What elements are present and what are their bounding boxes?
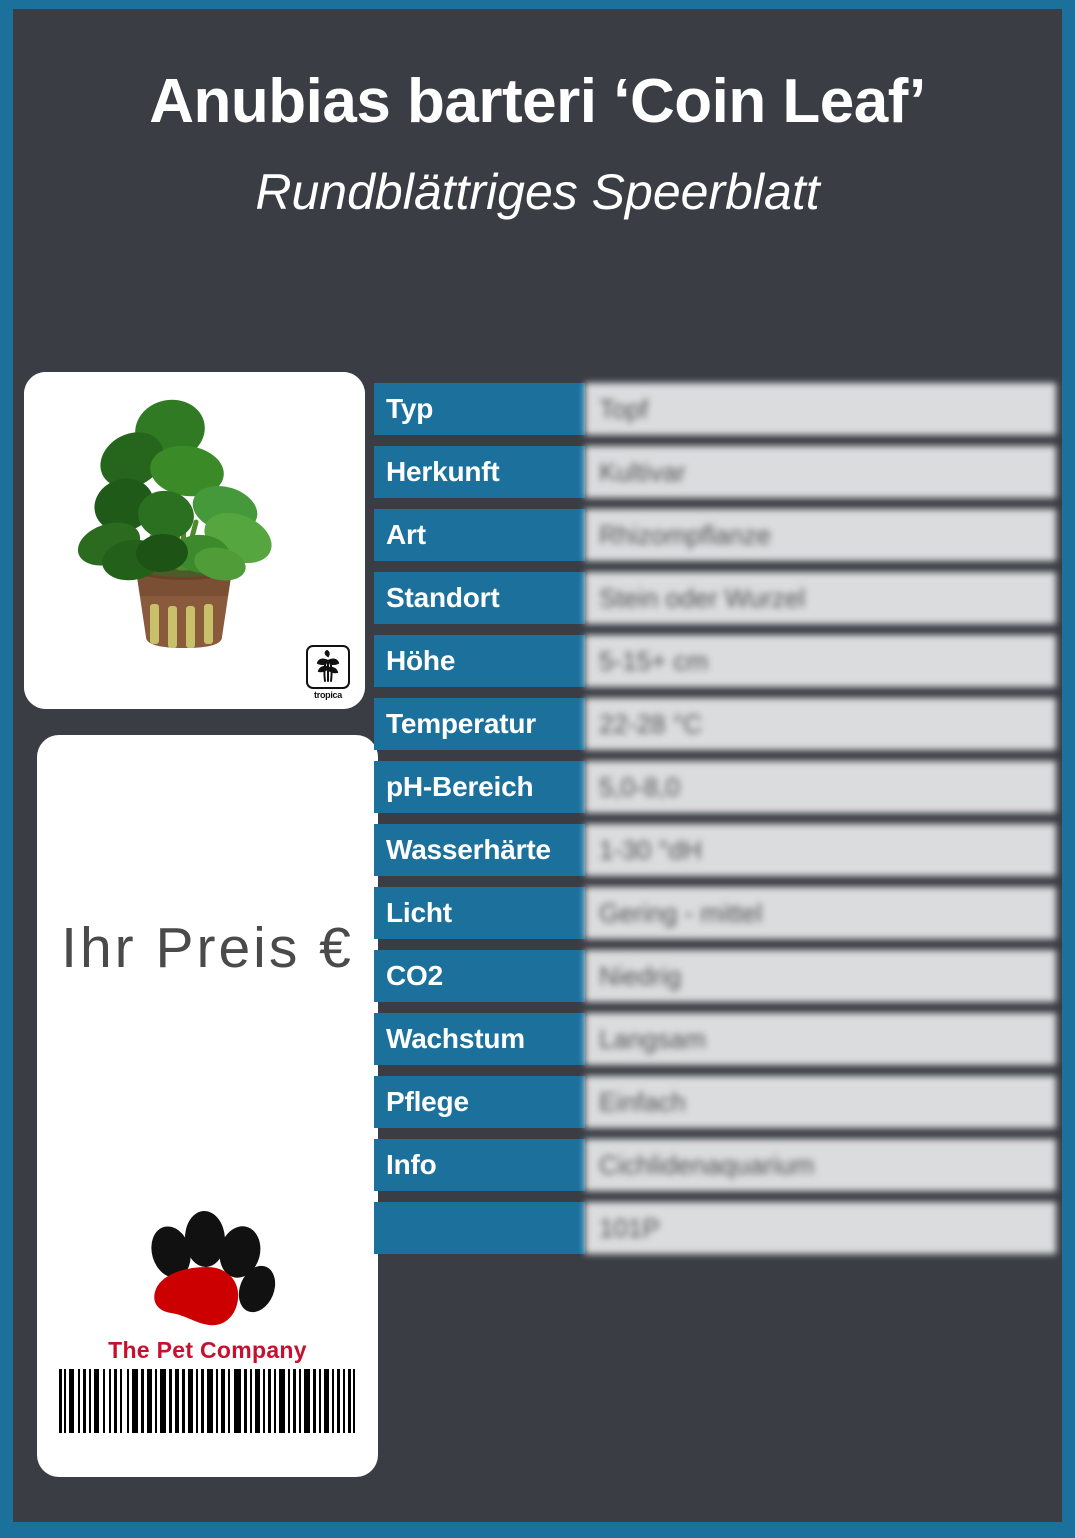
brand-block: The Pet Company (37, 1205, 378, 1364)
plant-photo-image (24, 372, 365, 709)
barcode (57, 1367, 357, 1435)
spec-label (374, 1202, 585, 1254)
paw-print-icon (150, 1211, 275, 1326)
plant-photo-card: tropica (24, 372, 365, 709)
spec-value: 22-28 °C (585, 698, 1056, 750)
spec-value: 5,0-8,0 (585, 761, 1056, 813)
price-label: Ihr Preis € (61, 916, 354, 980)
spec-label: Höhe (374, 635, 585, 687)
table-row: 101P (374, 1202, 1056, 1254)
spec-value: 1-30 °dH (585, 824, 1056, 876)
brand-name: The Pet Company (108, 1337, 307, 1363)
spec-label: Wachstum (374, 1013, 585, 1065)
tropica-wordmark: tropica (314, 690, 342, 700)
table-row: Höhe 5-15+ cm (374, 635, 1056, 687)
table-row: Art Rhizompflanze (374, 509, 1056, 561)
table-row: Licht Gering - mittel (374, 887, 1056, 939)
table-row: Temperatur 22-28 °C (374, 698, 1056, 750)
spec-label: Licht (374, 887, 585, 939)
table-row: Typ Topf (374, 383, 1056, 435)
spec-value: Cichlidenaquarium (585, 1139, 1056, 1191)
spec-value: Langsam (585, 1013, 1056, 1065)
spec-label: pH-Bereich (374, 761, 585, 813)
table-row: CO2 Niedrig (374, 950, 1056, 1002)
spec-value: Kultivar (585, 446, 1056, 498)
table-row: Info Cichlidenaquarium (374, 1139, 1056, 1191)
header: Anubias barteri ‘Coin Leaf’ Rundblättrig… (13, 9, 1062, 259)
tropica-plant-icon (306, 645, 350, 689)
spec-value: Rhizompflanze (585, 509, 1056, 561)
spec-label: Temperatur (374, 698, 585, 750)
spec-label: Art (374, 509, 585, 561)
tropica-logo: tropica (302, 645, 354, 701)
spec-label: Pflege (374, 1076, 585, 1128)
spec-value: 101P (585, 1202, 1056, 1254)
spec-value: Topf (585, 383, 1056, 435)
price-card: Ihr Preis € The Pet Company (37, 735, 378, 1477)
spec-label: CO2 (374, 950, 585, 1002)
spec-value: Stein oder Wurzel (585, 572, 1056, 624)
spec-table: Typ Topf Herkunft Kultivar Art Rhizompfl… (374, 383, 1056, 1265)
spec-label: Standort (374, 572, 585, 624)
table-row: Wasserhärte 1-30 °dH (374, 824, 1056, 876)
label-panel: Anubias barteri ‘Coin Leaf’ Rundblättrig… (13, 9, 1062, 1522)
spec-value: Einfach (585, 1076, 1056, 1128)
table-row: pH-Bereich 5,0-8,0 (374, 761, 1056, 813)
table-row: Pflege Einfach (374, 1076, 1056, 1128)
spec-value: 5-15+ cm (585, 635, 1056, 687)
spec-label: Typ (374, 383, 585, 435)
table-row: Wachstum Langsam (374, 1013, 1056, 1065)
table-row: Herkunft Kultivar (374, 446, 1056, 498)
table-row: Standort Stein oder Wurzel (374, 572, 1056, 624)
spec-label: Info (374, 1139, 585, 1191)
page-subtitle: Rundblättriges Speerblatt (255, 164, 820, 220)
page-title: Anubias barteri ‘Coin Leaf’ (149, 67, 926, 136)
spec-value: Gering - mittel (585, 887, 1056, 939)
spec-label: Wasserhärte (374, 824, 585, 876)
spec-label: Herkunft (374, 446, 585, 498)
spec-value: Niedrig (585, 950, 1056, 1002)
